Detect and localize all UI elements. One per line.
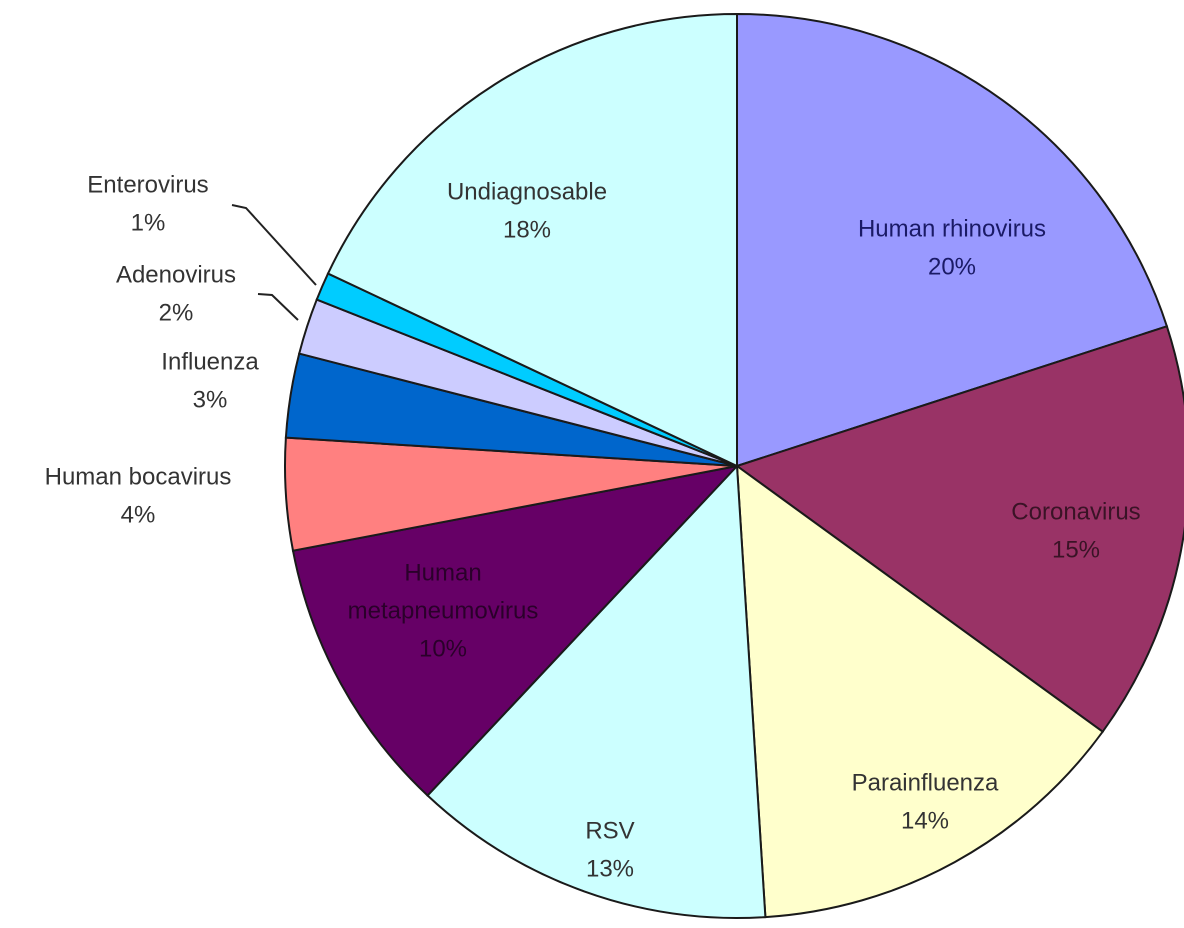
labels-layer: Human rhinovirus 20% Coronavirus 15% Parainf… (45, 171, 1141, 882)
leader-line-enterovirus (231, 204, 317, 286)
slice-value-label-undiagnosable: 18% (503, 216, 551, 243)
pie-slice-coronavirus (734, 325, 1184, 734)
pie-slice-parainfluenza (735, 463, 1105, 919)
leader-line-adenovirus (257, 293, 299, 321)
pie-slice-human-metapneumovirus (291, 464, 740, 797)
slice-label-enterovirus: Enterovirus (87, 171, 208, 198)
slice-value-label-parainfluenza: 14% (901, 807, 949, 834)
slice-value-label-adenovirus: 2% (159, 299, 194, 326)
pie-slice-rsv (426, 463, 767, 919)
pie-slice-human-rhinovirus (736, 12, 1169, 468)
slice-label-coronavirus: Coronavirus (1011, 498, 1140, 525)
slice-label-rsv: RSV (585, 817, 634, 844)
slice-value-label-human-bocavirus: 4% (121, 501, 156, 528)
slice-label-human-rhinovirus: Human rhinovirus (858, 215, 1046, 242)
slice-label-influenza: Influenza (161, 348, 259, 375)
slice-label-adenovirus: Adenovirus (116, 261, 236, 288)
slice-label-human-metapneumovirus-line-2: metapneumovirus (348, 597, 539, 624)
slice-value-label-enterovirus: 1% (131, 209, 166, 236)
slice-value-label-influenza: 3% (193, 386, 228, 413)
slice-value-label-rsv: 13% (586, 855, 634, 882)
slice-value-label-human-rhinovirus: 20% (928, 253, 976, 280)
slices-layer (284, 12, 1184, 919)
slice-value-label-human-metapneumovirus: 10% (419, 635, 467, 662)
slice-label-human-bocavirus: Human bocavirus (45, 463, 232, 490)
pie-slice-undiagnosable (326, 12, 738, 468)
slice-label-human-metapneumovirus-line-1: Human (404, 559, 481, 586)
slice-label-undiagnosable: Undiagnosable (447, 178, 607, 205)
slice-label-parainfluenza: Parainfluenza (852, 769, 999, 796)
leaders-layer (231, 204, 317, 321)
slice-value-label-coronavirus: 15% (1052, 536, 1100, 563)
